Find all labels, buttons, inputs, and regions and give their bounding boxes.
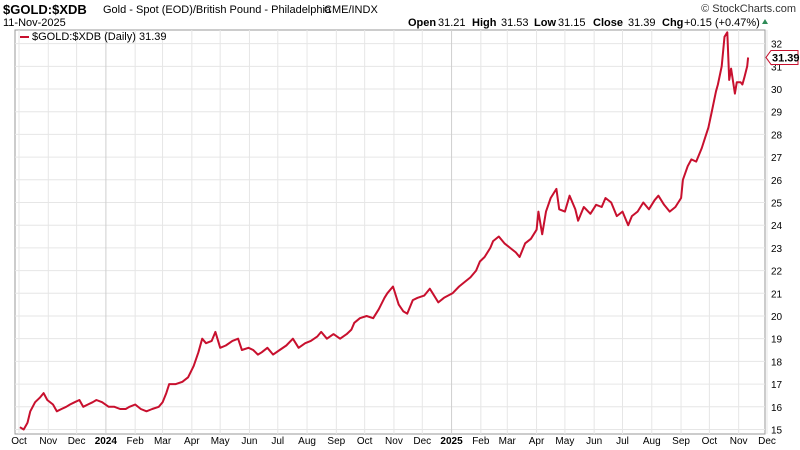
up-arrow-icon: [762, 19, 768, 24]
open-label: Open: [408, 17, 436, 29]
y-tick-label: 17: [771, 380, 783, 391]
legend: $GOLD:$XDB (Daily) 31.39: [20, 31, 167, 43]
y-tick-label: 31: [771, 62, 783, 73]
chg-value: +0.15 (+0.47%): [684, 17, 760, 29]
y-tick-label: 23: [771, 244, 783, 255]
x-tick-label: 2024: [95, 436, 118, 447]
price-line: [19, 31, 750, 431]
y-tick-label: 30: [771, 85, 783, 96]
y-tick-label: 28: [771, 130, 783, 141]
last-price-tag-box: [765, 49, 799, 65]
x-tick-label: May: [555, 436, 574, 447]
y-tick-label: 15: [771, 425, 783, 436]
legend-label: $GOLD:$XDB (Daily) 31.39: [32, 31, 167, 43]
x-tick-label: Nov: [385, 436, 403, 447]
open-value: 31.21: [438, 17, 466, 29]
x-tick-label: Jun: [586, 436, 602, 447]
chg-label: Chg: [662, 17, 683, 29]
symbol-title: $GOLD:$XDB: [3, 2, 87, 17]
chart-date: 11-Nov-2025: [3, 17, 66, 29]
y-tick-label: 25: [771, 198, 783, 209]
x-tick-label: Dec: [413, 436, 431, 447]
grid: [14, 29, 768, 435]
x-tick-label: Jul: [616, 436, 629, 447]
x-tick-label: Aug: [298, 436, 316, 447]
y-tick-label: 32: [771, 40, 783, 51]
axes: 15 16 17 18 19 20 21 22 23 24 25 26 27 28 29 30 31 32 Oct N…: [11, 40, 782, 447]
x-tick-label: Mar: [154, 436, 172, 447]
x-tick-label: Dec: [68, 436, 86, 447]
x-tick-label: Dec: [758, 436, 776, 447]
y-tick-label: 22: [771, 267, 783, 278]
x-tick-label: Apr: [529, 436, 545, 447]
brand-logo: © StockCharts.com: [701, 3, 796, 15]
y-tick-label: 20: [771, 312, 783, 323]
y-tick-label: 19: [771, 335, 783, 346]
y-tick-label: 24: [771, 221, 783, 232]
y-tick-label: 16: [771, 403, 783, 414]
x-tick-label: Jun: [241, 436, 257, 447]
y-tick-label: 18: [771, 357, 783, 368]
x-tick-label: Feb: [472, 436, 490, 447]
y-tick-label: 21: [771, 289, 783, 300]
symbol-description: Gold - Spot (EOD)/British Pound - Philad…: [103, 4, 332, 16]
plot-frame: [14, 29, 766, 435]
y-tick-label: 29: [771, 108, 783, 119]
x-tick-label: Mar: [499, 436, 517, 447]
low-value: 31.15: [558, 17, 586, 29]
y-tick-label: 26: [771, 176, 783, 187]
last-price-value: 31.39: [772, 52, 800, 64]
x-tick-label: 2025: [440, 436, 463, 447]
x-tick-label: Nov: [39, 436, 57, 447]
high-value: 31.53: [501, 17, 529, 29]
x-tick-label: Oct: [11, 436, 27, 447]
x-tick-label: Apr: [184, 436, 200, 447]
exchange-label: CME/INDX: [324, 4, 378, 16]
last-price-tag: 31.39: [765, 49, 800, 65]
x-tick-label: Sep: [672, 436, 690, 447]
x-tick-label: Feb: [127, 436, 145, 447]
y-tick-label: 27: [771, 153, 783, 164]
series-layer: [19, 31, 750, 431]
x-tick-label: Sep: [327, 436, 345, 447]
low-label: Low: [534, 17, 556, 29]
high-label: High: [472, 17, 497, 29]
x-tick-label: May: [211, 436, 230, 447]
close-label: Close: [593, 17, 623, 29]
x-tick-label: Oct: [357, 436, 373, 447]
x-tick-label: Jul: [271, 436, 284, 447]
x-tick-label: Nov: [730, 436, 748, 447]
x-tick-label: Oct: [702, 436, 718, 447]
ohlc-stats: Open 31.21 High 31.53 Low 31.15 Close 31…: [408, 17, 768, 29]
close-value: 31.39: [628, 17, 656, 29]
x-tick-label: Aug: [643, 436, 661, 447]
